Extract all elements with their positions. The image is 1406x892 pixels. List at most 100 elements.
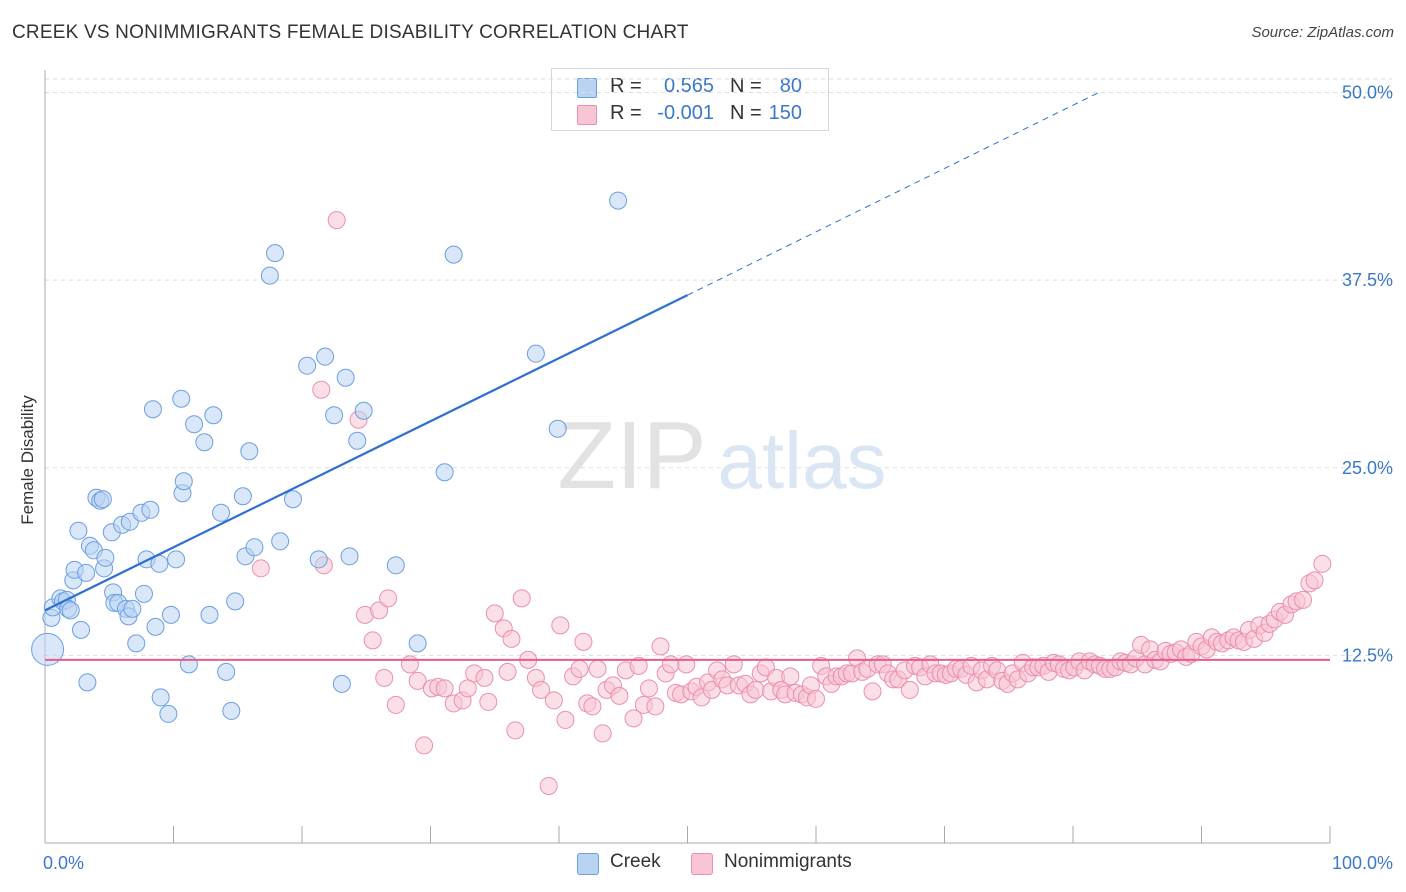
nonimmigrants-point [574, 632, 593, 651]
nonimmigrants-point [363, 631, 382, 650]
stats-swatch-nonimmigrants [577, 105, 597, 125]
stats-n-value: 150 [768, 102, 802, 124]
creek-point [526, 344, 545, 363]
creek-point [444, 245, 463, 264]
creek-point [127, 634, 146, 653]
creek-point [233, 487, 252, 506]
stats-row-nonimmigrants: R = -0.001 N = 150 [552, 102, 828, 126]
creek-point [143, 400, 162, 419]
creek-point [435, 463, 454, 482]
creek-point [161, 605, 180, 624]
nonimmigrants-point [544, 691, 563, 710]
nonimmigrants-point [677, 655, 696, 674]
creek-point [61, 601, 80, 620]
nonimmigrants-point [639, 679, 658, 698]
nonimmigrants-point [502, 629, 521, 648]
creek-point [200, 605, 219, 624]
creek-point [77, 563, 96, 582]
nonimmigrants-point [485, 604, 504, 623]
nonimmigrants-point [807, 689, 825, 708]
nonimmigrants-point [370, 601, 389, 620]
stats-row-creek: R = 0.565 N = 80 [552, 75, 828, 99]
stats-r-value: -0.001 [657, 102, 714, 124]
nonimmigrants-point [746, 680, 765, 699]
y-tick-label: 25.0% [1342, 458, 1393, 478]
creek-point [217, 662, 236, 681]
creek-point [325, 406, 344, 425]
legend-label-creek: Creek [610, 851, 661, 872]
stats-n-label: N = [730, 102, 762, 124]
creek-point [78, 673, 97, 692]
nonimmigrants-point [610, 686, 629, 705]
legend-swatch-creek [577, 853, 599, 875]
creek-point [195, 433, 214, 452]
x-tick-label: 100.0% [1332, 853, 1393, 873]
creek-point [271, 532, 290, 551]
legend-label-nonimmigrants: Nonimmigrants [724, 851, 852, 872]
creek-point [316, 347, 335, 366]
creek-point [212, 503, 231, 522]
creek-point [146, 617, 165, 636]
nonimmigrants-point [506, 721, 525, 740]
creek-point [340, 547, 359, 566]
stats-r-label: R = [610, 75, 642, 97]
nonimmigrants-point [724, 655, 743, 674]
creek-trend-extension [687, 92, 1099, 296]
creek-point [71, 620, 90, 639]
creek-point [174, 472, 193, 491]
nonimmigrants-point [408, 671, 427, 690]
creek-point [123, 599, 142, 618]
nonimmigrants-point [1305, 571, 1324, 590]
nonimmigrants-point [498, 662, 517, 681]
creek-point [96, 548, 115, 567]
creek-point [69, 521, 88, 540]
nonimmigrants-point [624, 709, 643, 728]
stats-n-label: N = [730, 75, 762, 97]
nonimmigrants-point [781, 667, 800, 686]
nonimmigrants-point [900, 680, 919, 699]
x-tick-label: 0.0% [43, 853, 84, 873]
creek-point [284, 490, 303, 509]
y-tick-label: 12.5% [1342, 645, 1393, 665]
creek-point [141, 500, 160, 519]
nonimmigrants-point [512, 589, 531, 608]
nonimmigrants-point [1313, 554, 1332, 573]
nonimmigrants-point [327, 211, 346, 230]
creek-point [172, 389, 191, 408]
creek-point [332, 674, 351, 693]
stats-n-value: 80 [779, 75, 802, 97]
creek-point [167, 550, 186, 569]
creek-point [408, 634, 427, 653]
creek-point [159, 704, 178, 723]
creek-point [134, 584, 153, 603]
nonimmigrants-point [661, 655, 680, 674]
creek-point [266, 244, 285, 263]
nonimmigrants-point [551, 616, 570, 635]
source-label: Source: ZipAtlas.com [1251, 24, 1394, 41]
stats-r-label: R = [610, 102, 642, 124]
chart-title: CREEK VS NONIMMIGRANTS FEMALE DISABILITY… [12, 22, 689, 43]
creek-point [222, 701, 241, 720]
creek-point [185, 415, 204, 434]
creek-point [260, 266, 279, 285]
creek-point [609, 191, 628, 210]
creek-point [298, 356, 317, 375]
creek-point [151, 688, 170, 707]
nonimmigrants-point [379, 589, 398, 608]
nonimmigrants-point [651, 637, 670, 656]
nonimmigrants-point [386, 695, 405, 714]
nonimmigrants-point [588, 659, 607, 678]
creek-point [31, 632, 65, 666]
creek-point [179, 655, 198, 674]
nonimmigrants-point [646, 697, 665, 716]
nonimmigrants-point [375, 668, 394, 687]
y-tick-label: 50.0% [1342, 83, 1393, 103]
creek-point [204, 406, 223, 425]
legend-swatch-nonimmigrants [691, 853, 713, 875]
watermark-atlas: atlas [718, 416, 887, 505]
creek-point [354, 401, 373, 420]
creek-trend-line [44, 294, 688, 612]
nonimmigrants-point [570, 659, 589, 678]
creek-point [245, 538, 264, 557]
